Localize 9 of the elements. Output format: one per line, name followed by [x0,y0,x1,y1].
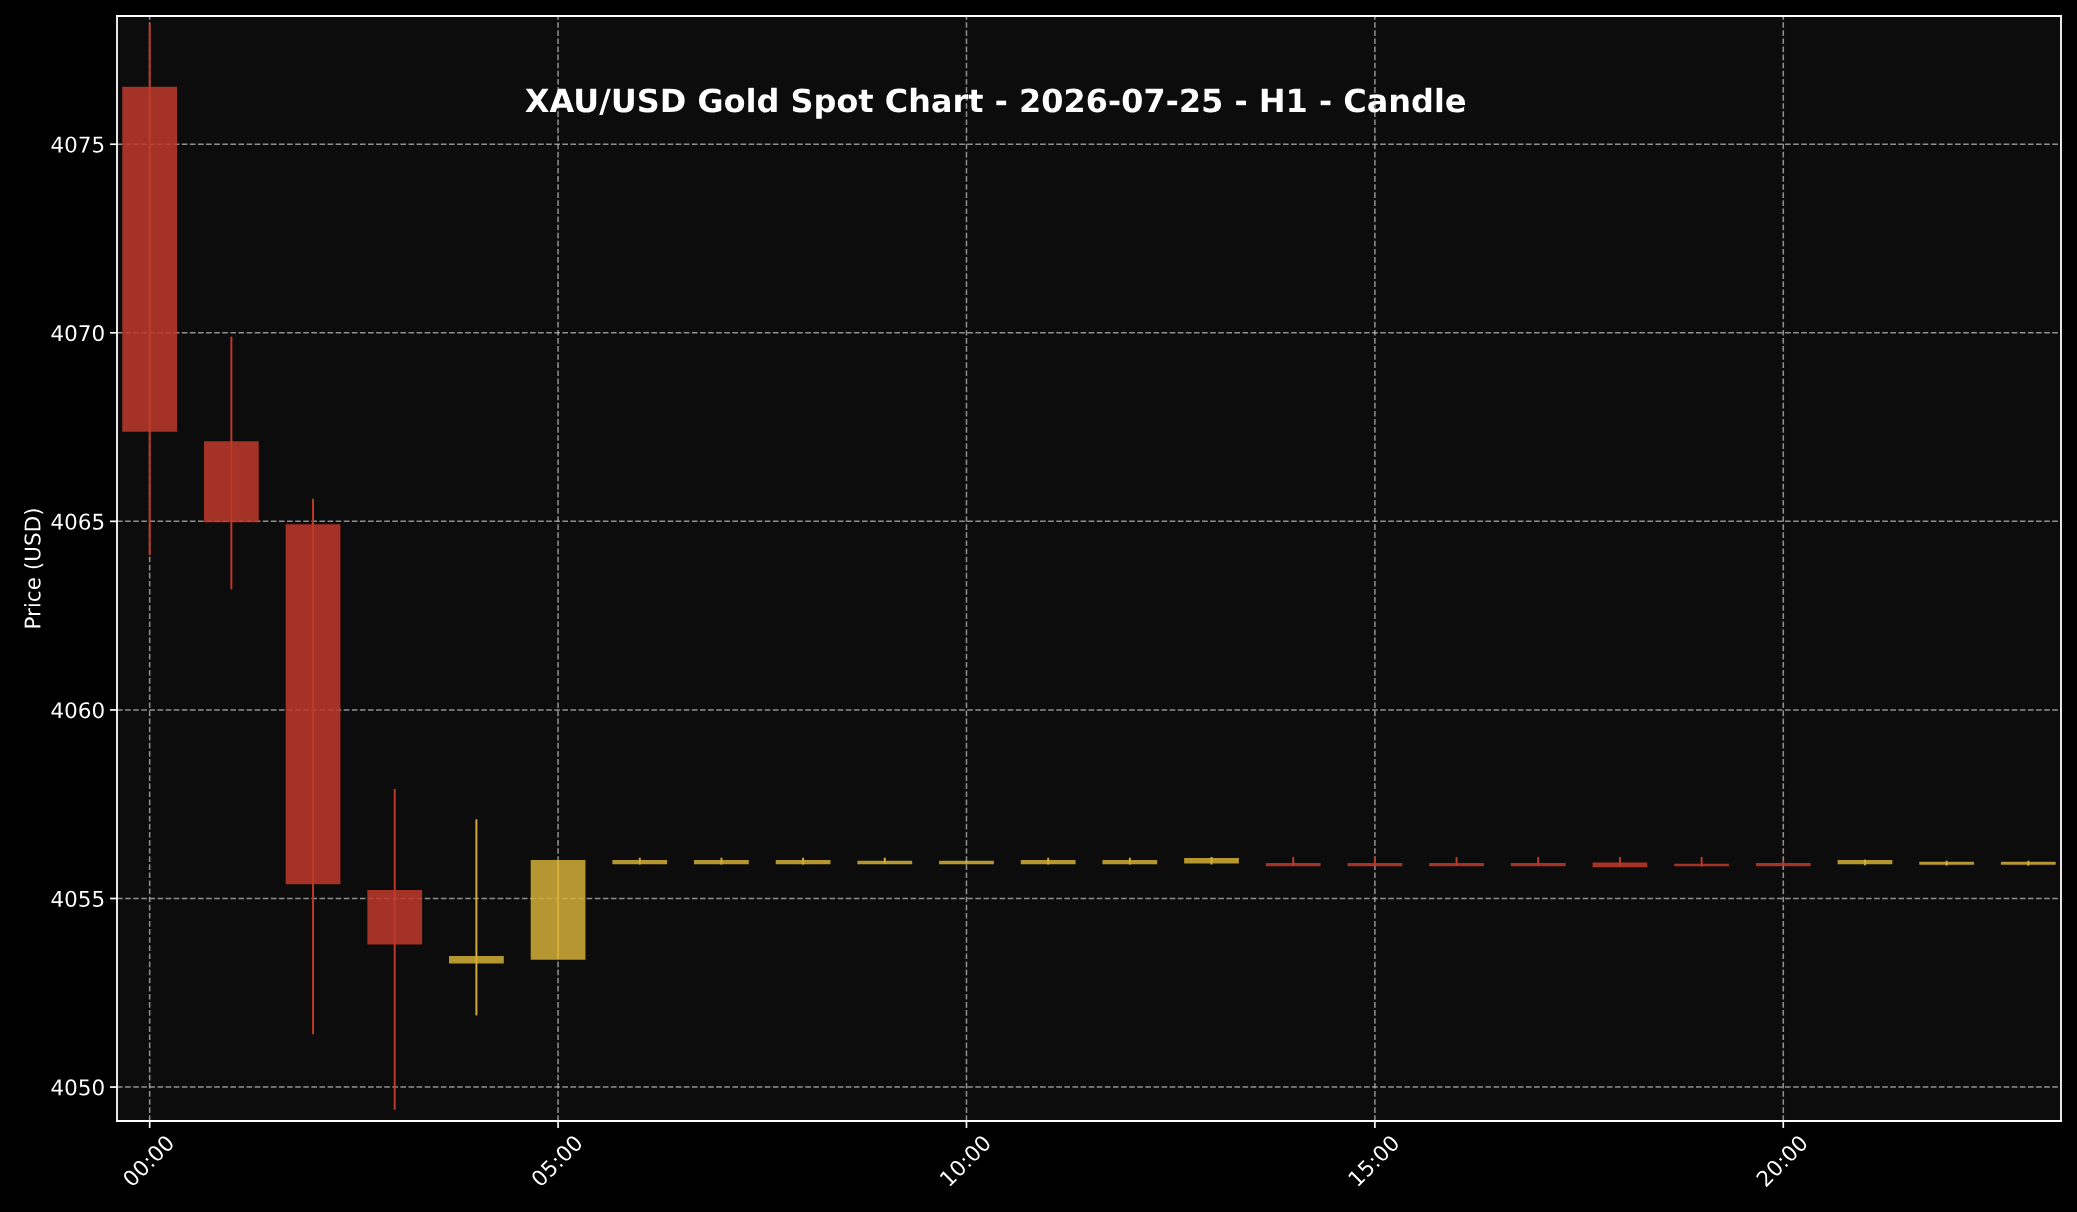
y-tick-label: 4065 [51,513,104,530]
y-tick-label: 4050 [51,1079,104,1096]
y-tick-label: 4075 [51,136,104,153]
y-axis-title: Price (USD) [24,509,44,628]
candlestick [449,818,504,1017]
y-tick-label: 4060 [51,702,104,719]
y-tick-label: 4055 [51,890,104,907]
y-tick-label: 4070 [51,324,104,342]
text: XAU/USD Gold Spot Chart - 2026-07-25 - H1 - Candle [525,87,1465,119]
